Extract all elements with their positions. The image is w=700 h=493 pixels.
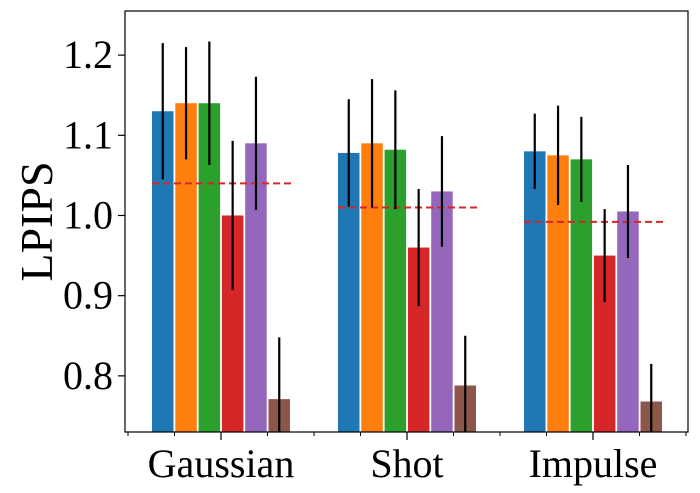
bar-gaussian-series-5 xyxy=(245,143,267,433)
bar-gaussian-series-4 xyxy=(221,215,244,432)
bar-gaussian-series-3 xyxy=(198,103,221,432)
bar-impulse-series-4 xyxy=(593,255,616,432)
y-tick-label: 1.2 xyxy=(63,32,113,77)
bar-impulse-series-3 xyxy=(570,159,593,432)
bar-impulse-series-5 xyxy=(617,211,639,432)
y-tick-label: 0.8 xyxy=(63,353,113,398)
plot-area: 0.8 0.9 1.0 1.1 1.2 Gaussian Shot Impulse xyxy=(63,10,689,486)
bar-impulse-series-1 xyxy=(524,151,546,433)
x-tick-label-impulse: Impulse xyxy=(529,441,658,486)
bar-shot-series-3 xyxy=(384,149,407,432)
y-tick-label: 0.9 xyxy=(63,273,113,318)
bar-gaussian-series-2 xyxy=(175,103,197,432)
bar-shot-series-5 xyxy=(431,191,453,432)
bar-gaussian-series-1 xyxy=(152,111,174,432)
bar-shot-series-2 xyxy=(361,143,383,433)
y-tick-label: 1.1 xyxy=(63,112,113,157)
x-tick-label-shot: Shot xyxy=(370,441,443,486)
bar-impulse-series-2 xyxy=(547,155,569,433)
y-axis-title: LPIPS xyxy=(11,161,62,281)
x-tick-label-gaussian: Gaussian xyxy=(148,441,295,486)
y-tick-label: 1.0 xyxy=(63,192,113,237)
bar-shot-series-4 xyxy=(407,247,430,432)
bar-shot-series-1 xyxy=(338,152,360,433)
